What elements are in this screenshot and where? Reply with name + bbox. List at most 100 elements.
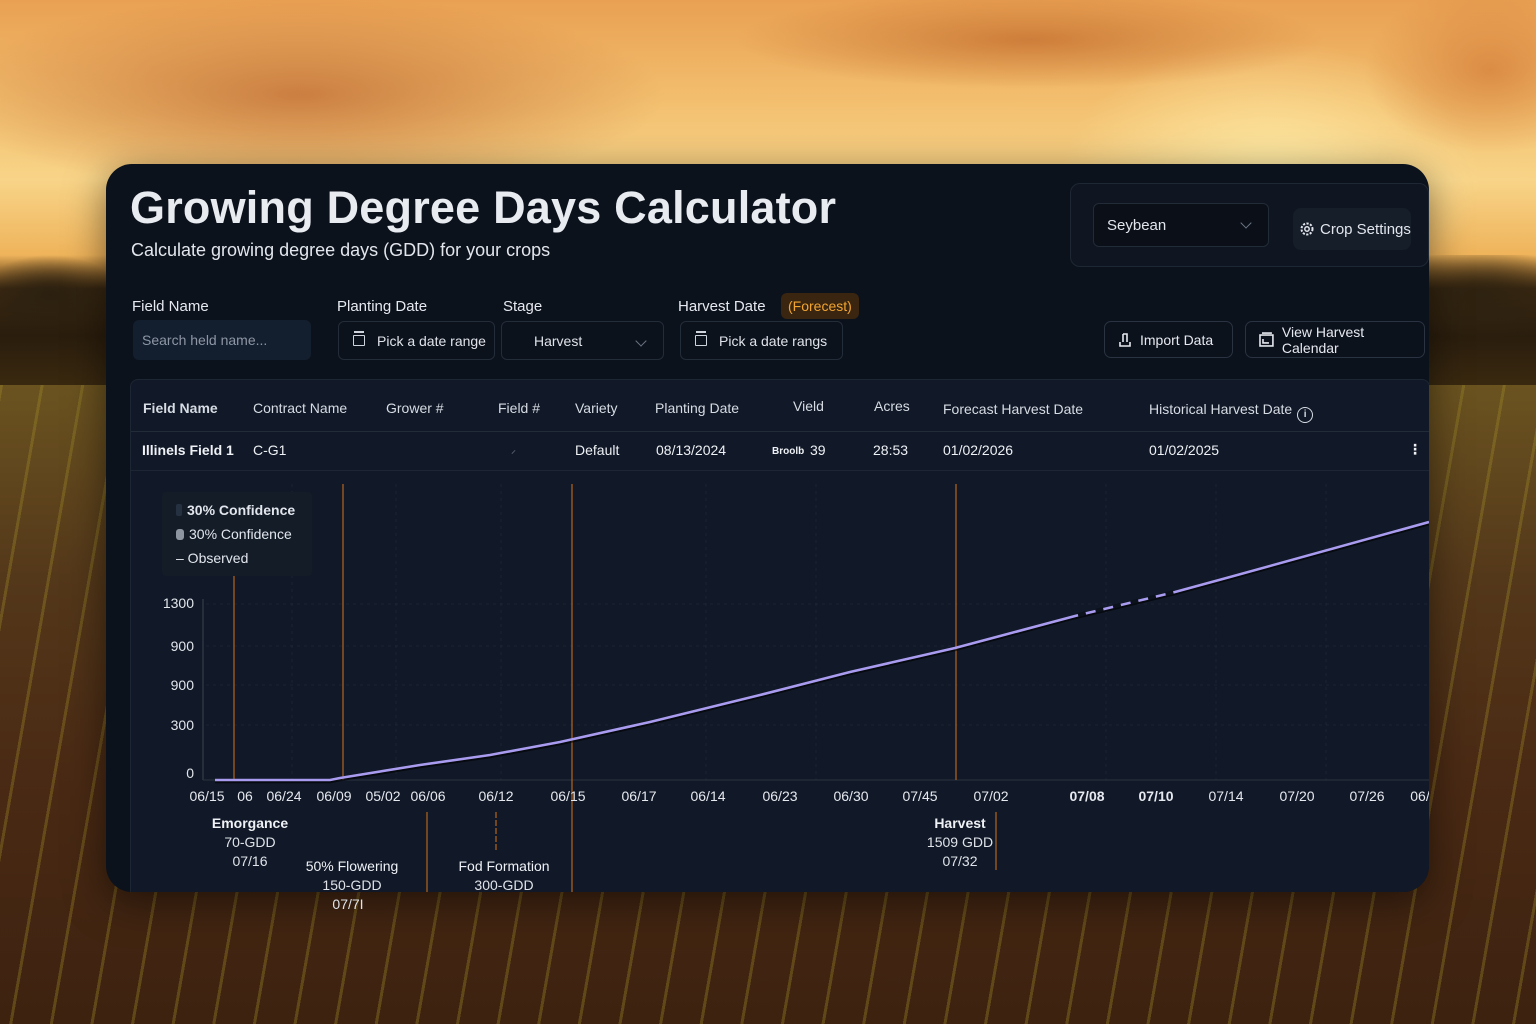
- stage-gdd: 70-GDD: [224, 834, 276, 850]
- import-data-button[interactable]: Import Data: [1104, 321, 1233, 358]
- stage-gdd: 150-GDD: [322, 877, 382, 892]
- col-historical-harvest-date[interactable]: Historical Harvest Date i: [1149, 401, 1314, 423]
- stage-annotation-emergence: Emorgance 70-GDD 07/16: [212, 814, 288, 871]
- stage-name: Harvest: [934, 815, 986, 831]
- x-tick: 06/23: [762, 788, 798, 804]
- y-tick: 900: [170, 677, 194, 693]
- y-tick: 1300: [162, 595, 194, 611]
- crop-settings-button[interactable]: Crop Settings: [1293, 208, 1411, 250]
- stage-label: Stage: [503, 298, 543, 315]
- crop-settings-label: Crop Settings: [1320, 220, 1411, 238]
- x-tick: 06/14: [690, 788, 726, 804]
- import-data-label: Import Data: [1140, 331, 1214, 348]
- x-tick: 06/: [1410, 788, 1429, 804]
- view-harvest-calendar-button[interactable]: View Harvest Calendar: [1245, 321, 1425, 358]
- view-harvest-calendar-label: View Harvest Calendar: [1281, 323, 1365, 356]
- col-historical-harvest-label: Historical Harvest Date: [1149, 401, 1293, 417]
- field-name-label: Field Name: [132, 298, 209, 315]
- x-tick: 07/20: [1279, 788, 1315, 804]
- table-row[interactable]: Illinels Field 1 C-G1 ⸝ Default 08/13/20…: [131, 432, 1429, 471]
- gdd-chart: [202, 484, 1429, 892]
- crop-panel: Seybean Crop Settings: [1070, 183, 1429, 267]
- legend-label: 30% Confidence: [187, 502, 296, 518]
- x-tick: 06/12: [478, 788, 514, 804]
- legend-label: – Observed: [176, 550, 249, 566]
- cell-variety: Default: [575, 442, 620, 458]
- stage-select-value: Harvest: [534, 332, 583, 349]
- row-menu-icon[interactable]: ⋮: [1408, 441, 1422, 457]
- cell-field-name: Illinels Field 1: [142, 442, 234, 458]
- legend-label: 30% Confidence: [189, 526, 292, 542]
- stage-name: 50% Flowering: [305, 858, 399, 874]
- x-tick: 07/02: [973, 788, 1009, 804]
- crop-select-value: Seybean: [1107, 216, 1167, 234]
- field-name-search-input[interactable]: [133, 320, 311, 360]
- col-contract-name[interactable]: Contract Name: [253, 400, 348, 416]
- stage-gdd: 1509 GDD: [926, 834, 994, 850]
- planting-date-picker[interactable]: Pick a date range: [338, 321, 495, 360]
- cell-contract-name: C-G1: [253, 442, 287, 458]
- stage-gdd: 300-GDD: [474, 877, 534, 892]
- stage-marker-lines: [233, 484, 997, 892]
- x-tick: 06/30: [833, 788, 869, 804]
- cell-planting-date: 08/13/2024: [656, 442, 727, 458]
- col-acres[interactable]: Acres: [874, 398, 910, 414]
- chart-grid: [206, 484, 1429, 780]
- cell-yield: 39: [810, 442, 826, 458]
- x-tick: 07/14: [1208, 788, 1244, 804]
- x-tick: 05/02: [365, 788, 401, 804]
- col-forecast-harvest-date[interactable]: Forecast Harvest Date: [943, 401, 1084, 417]
- harvest-date-label: Harvest Date: [678, 298, 766, 315]
- gear-icon: [1300, 222, 1314, 236]
- y-tick: 300: [170, 717, 194, 733]
- stage-annotation-harvest: Harvest 1509 GDD 07/32: [927, 814, 993, 871]
- x-tick: 06/09: [316, 788, 352, 804]
- x-tick: 07/26: [1349, 788, 1385, 804]
- stage-annotation-flowering: 50% Flowering 150-GDD: [306, 857, 399, 892]
- page-title: Growing Degree Days Calculator: [130, 182, 837, 233]
- info-icon[interactable]: i: [1297, 406, 1314, 423]
- stage-name: Emorgance: [211, 815, 289, 831]
- x-tick: 07/10: [1138, 788, 1174, 804]
- harvest-date-picker[interactable]: Pick a date rangs: [680, 321, 843, 360]
- stage-date: 07/32: [942, 853, 978, 869]
- col-variety[interactable]: Variety: [575, 400, 618, 416]
- cell-field-number: ⸝: [511, 445, 516, 456]
- legend-confidence-a[interactable]: 30% Confidence: [176, 498, 312, 522]
- stage-date: 07/16: [232, 853, 268, 869]
- y-tick: 900: [170, 638, 194, 654]
- stage-annotation-pod-formation: Fod Formation 300-GDD: [458, 857, 549, 892]
- calendar-view-icon: [1259, 332, 1274, 347]
- x-tick: 06/17: [621, 788, 657, 804]
- fields-table: Field Name Contract Name Grower # Field …: [130, 379, 1429, 892]
- stage-select[interactable]: Harvest: [501, 321, 664, 360]
- col-grower[interactable]: Grower #: [386, 400, 444, 416]
- legend-confidence-b[interactable]: 30% Confidence: [176, 522, 312, 546]
- x-tick: 06/15: [189, 788, 225, 804]
- x-tick: 06/06: [410, 788, 446, 804]
- crop-select[interactable]: Seybean: [1093, 203, 1269, 247]
- col-yield[interactable]: Vield: [793, 398, 824, 414]
- planting-date-picker-label: Pick a date range: [377, 332, 486, 349]
- planting-date-label: Planting Date: [337, 298, 428, 315]
- cell-historical-harvest: 01/02/2025: [1149, 442, 1220, 458]
- x-tick: 06/24: [266, 788, 302, 804]
- chart-legend: 30% Confidence 30% Confidence – Observed: [162, 492, 312, 576]
- calendar-icon: [695, 331, 707, 346]
- harvest-date-picker-label: Pick a date rangs: [719, 332, 828, 349]
- page-subtitle: Calculate growing degree days (GDD) for …: [131, 240, 551, 260]
- col-planting-date[interactable]: Planting Date: [655, 400, 740, 416]
- stage-name: Fod Formation: [458, 858, 550, 874]
- upload-icon: [1119, 332, 1131, 347]
- legend-observed[interactable]: – Observed: [176, 546, 312, 570]
- col-field-number[interactable]: Field #: [498, 400, 541, 416]
- x-tick: 07/45: [902, 788, 938, 804]
- y-tick: 0: [186, 765, 194, 781]
- x-tick: 06: [237, 788, 253, 804]
- confidence-band-swatch: [176, 504, 182, 516]
- gdd-calculator-card: Growing Degree Days Calculator Calculate…: [106, 164, 1429, 892]
- col-field-name[interactable]: Field Name: [143, 400, 218, 416]
- calendar-icon: [353, 331, 365, 346]
- yield-watermark: Broolb: [772, 446, 805, 457]
- table-header: Field Name Contract Name Grower # Field …: [131, 380, 1429, 432]
